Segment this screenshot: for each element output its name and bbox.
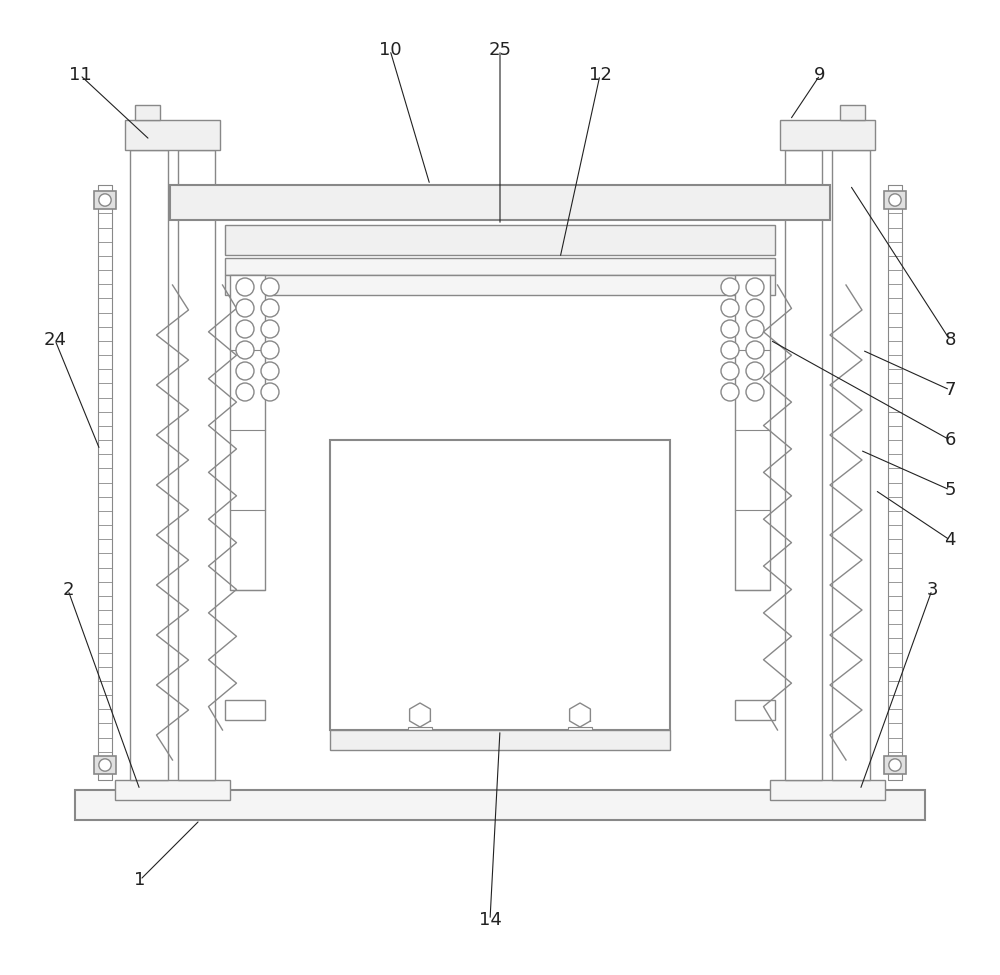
Bar [115, 780, 230, 800]
Text: 8: 8 [944, 331, 956, 349]
Text: 6: 6 [944, 431, 956, 449]
Text: 14: 14 [479, 911, 501, 929]
Bar [98, 185, 112, 780]
Text: 1: 1 [134, 871, 146, 889]
Bar [884, 191, 906, 209]
Circle shape [236, 278, 254, 296]
Circle shape [261, 362, 279, 380]
Bar [770, 780, 885, 800]
Bar [125, 120, 220, 150]
Circle shape [746, 320, 764, 338]
Bar [94, 756, 116, 774]
Text: 5: 5 [944, 481, 956, 499]
Circle shape [236, 383, 254, 401]
Circle shape [746, 362, 764, 380]
Circle shape [261, 383, 279, 401]
Bar [840, 105, 865, 120]
Bar [735, 700, 775, 720]
Text: 10: 10 [379, 41, 401, 59]
Circle shape [236, 320, 254, 338]
Circle shape [721, 278, 739, 296]
Text: 4: 4 [944, 531, 956, 549]
Circle shape [746, 341, 764, 359]
Bar [780, 120, 875, 150]
Bar [94, 191, 116, 209]
Bar [230, 275, 265, 590]
Bar [225, 225, 775, 255]
Circle shape [99, 194, 111, 206]
Bar [225, 700, 265, 720]
Circle shape [889, 759, 901, 771]
Text: 2: 2 [62, 581, 74, 599]
Circle shape [261, 299, 279, 317]
Circle shape [746, 299, 764, 317]
Bar [130, 150, 168, 780]
Text: 9: 9 [814, 66, 826, 84]
Circle shape [746, 383, 764, 401]
Bar [735, 275, 770, 590]
Circle shape [889, 194, 901, 206]
Circle shape [261, 278, 279, 296]
Bar [330, 440, 670, 730]
Text: 12: 12 [589, 66, 611, 84]
Circle shape [721, 320, 739, 338]
Bar [135, 105, 160, 120]
Bar [225, 275, 775, 295]
Circle shape [261, 320, 279, 338]
Circle shape [721, 299, 739, 317]
Circle shape [721, 341, 739, 359]
Bar [330, 730, 670, 750]
Circle shape [236, 299, 254, 317]
Text: 7: 7 [944, 381, 956, 399]
Bar [408, 727, 432, 735]
Circle shape [261, 341, 279, 359]
Circle shape [721, 383, 739, 401]
Bar [225, 258, 775, 275]
Bar [178, 150, 215, 780]
Circle shape [721, 362, 739, 380]
Circle shape [746, 278, 764, 296]
Bar [832, 150, 870, 780]
Text: 25: 25 [488, 41, 512, 59]
Circle shape [236, 341, 254, 359]
Bar [785, 150, 822, 780]
Text: 3: 3 [926, 581, 938, 599]
Text: 24: 24 [44, 331, 66, 349]
Bar [884, 756, 906, 774]
Circle shape [236, 362, 254, 380]
Bar [170, 185, 830, 220]
Circle shape [99, 759, 111, 771]
Bar [75, 790, 925, 820]
Text: 11: 11 [69, 66, 91, 84]
Bar [888, 185, 902, 780]
Bar [568, 727, 592, 735]
